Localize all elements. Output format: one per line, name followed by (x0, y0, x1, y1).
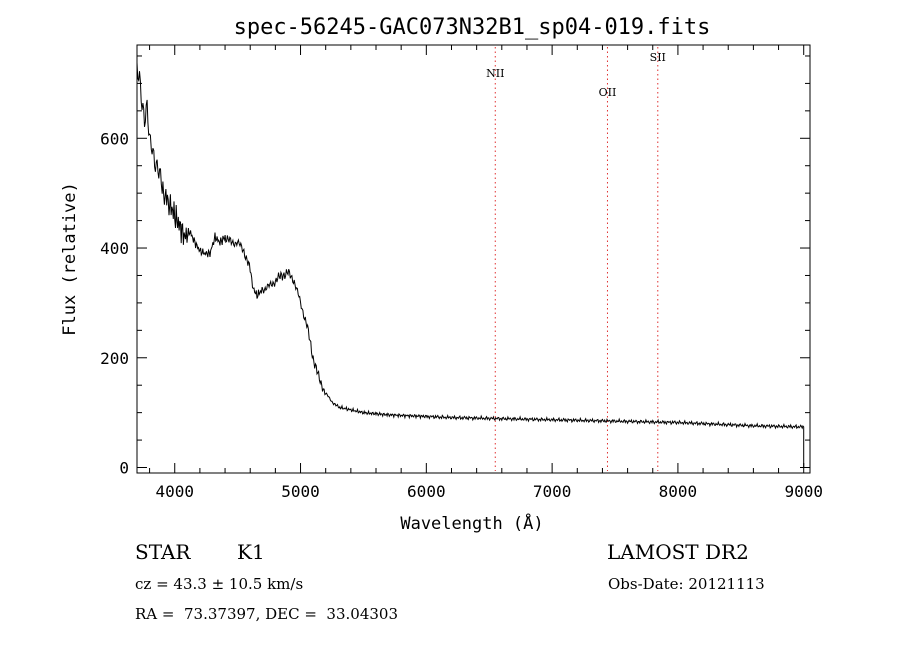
y-axis-label: Flux (relative) (60, 182, 80, 336)
x-tick-label: 6000 (407, 482, 446, 501)
y-tick-label: 400 (100, 239, 129, 258)
emission-line-label: NII (486, 67, 504, 80)
obs-date-text: Obs-Date: 20121113 (608, 575, 765, 593)
y-tick-label: 200 (100, 349, 129, 368)
class-label: STAR (135, 540, 191, 564)
x-tick-label: 5000 (281, 482, 320, 501)
emission-line-label: SII (650, 51, 666, 64)
x-tick-label: 4000 (155, 482, 194, 501)
x-axis-label: Wavelength (Å) (400, 512, 543, 534)
subclass-label: K1 (237, 540, 265, 564)
series-line (136, 62, 805, 468)
emission-line-markers: NII OII SII (486, 47, 666, 471)
x-tick-label: 9000 (784, 482, 823, 501)
plot-frame (136, 44, 811, 474)
chart-title: spec-56245-GAC073N32B1_sp04-019.fits (234, 15, 711, 40)
emission-line-label: OII (599, 86, 617, 99)
axis-ticks: 4000 5000 6000 7000 8000 9000 0 200 400 600 (100, 45, 823, 501)
x-tick-label: 7000 (533, 482, 572, 501)
coordinates-text: RA = 73.37397, DEC = 33.04303 (135, 605, 399, 623)
y-tick-label: 600 (100, 129, 129, 148)
y-tick-label: 0 (119, 459, 129, 478)
redshift-text: cz = 43.3 ± 10.5 km/s (135, 575, 304, 593)
survey-label: LAMOST DR2 (607, 540, 749, 564)
x-tick-label: 8000 (659, 482, 698, 501)
